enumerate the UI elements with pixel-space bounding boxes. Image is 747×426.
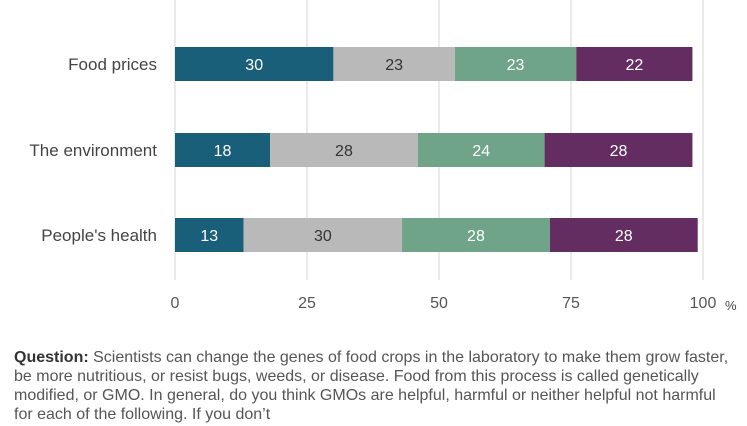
category-label-1: The environment <box>29 141 157 160</box>
data-label-1-3: 28 <box>610 143 628 160</box>
x-tick-label-50: 50 <box>430 295 448 312</box>
data-label-1-1: 28 <box>335 143 353 160</box>
data-label-1-0: 18 <box>214 143 232 160</box>
data-label-0-3: 22 <box>625 57 643 74</box>
bar-segment-0-3 <box>576 47 693 81</box>
bar-segment-2-2 <box>402 218 550 252</box>
data-label-2-1: 30 <box>314 228 332 245</box>
x-tick-label-75: 75 <box>562 295 580 312</box>
question-label: Question: <box>14 349 89 366</box>
category-label-2: People's health <box>41 226 157 245</box>
category-label-0: Food prices <box>68 55 157 74</box>
category-labels: Food prices The environment People's healt… <box>29 55 157 245</box>
x-tick-label-0: 0 <box>171 295 180 312</box>
bar-segment-1-1 <box>270 133 418 167</box>
data-label-0-0: 30 <box>245 57 263 74</box>
stacked-bar-chart: 30 23 23 22 18 28 24 28 13 30 28 28 Food prices The … <box>29 0 737 313</box>
bar-segment-2-1 <box>243 218 403 252</box>
data-label-0-2: 23 <box>507 57 525 74</box>
x-tick-label-25: 25 <box>298 295 316 312</box>
bar-segment-2-3 <box>549 218 698 252</box>
bar-segment-0-0 <box>175 47 334 81</box>
data-label-1-2: 24 <box>472 143 490 160</box>
bar-segment-0-1 <box>333 47 455 81</box>
x-unit-label: % <box>725 298 737 313</box>
bars: 30 23 23 22 18 28 24 28 13 30 28 28 <box>175 47 698 252</box>
question-text: Question: Scientists can change the gene… <box>14 348 736 424</box>
x-tick-label-100: 100 <box>690 295 717 312</box>
question-body: Scientists can change the genes of food … <box>14 349 729 423</box>
bar-segment-0-2 <box>454 47 577 81</box>
bar-segment-1-2 <box>417 133 545 167</box>
bar-segment-2-0 <box>175 218 244 252</box>
bar-segment-1-3 <box>544 133 693 167</box>
data-label-2-0: 13 <box>200 228 218 245</box>
data-label-0-1: 23 <box>385 57 403 74</box>
bar-segment-1-0 <box>175 133 271 167</box>
x-axis-ticks: 0 25 50 75 100% <box>171 295 737 313</box>
data-label-2-3: 28 <box>615 228 633 245</box>
data-label-2-2: 28 <box>467 228 485 245</box>
